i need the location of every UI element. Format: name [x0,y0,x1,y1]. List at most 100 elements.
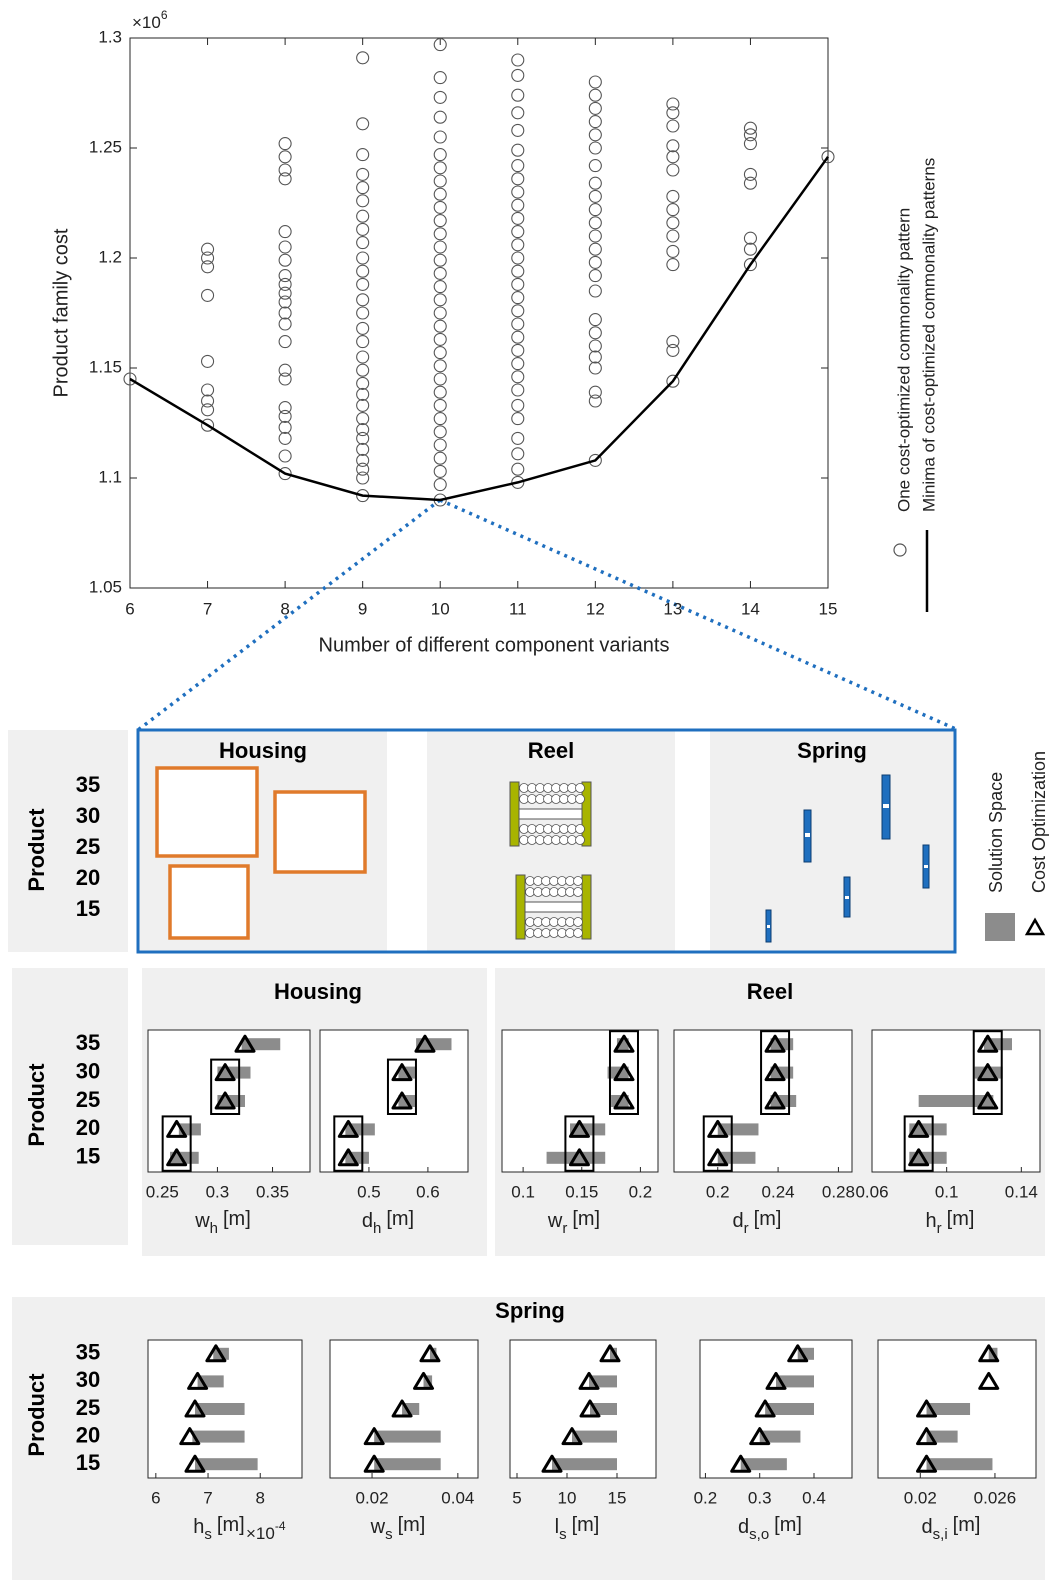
x-tick-label: 15 [819,599,838,618]
zoom-line [439,498,959,732]
scatter-point [511,68,525,82]
x-tick-label: 0.25 [146,1182,179,1201]
solution-space-bar [909,1151,947,1164]
solution-space-bar [570,1123,606,1136]
spring-mark [883,804,889,808]
cost-optimum-marker [391,1399,413,1418]
scatter-point [278,253,292,267]
scatter-point [511,251,525,265]
scatter-point [666,335,680,349]
x-tick-label: 0.026 [974,1488,1017,1507]
scatter-point [201,403,215,417]
cost-optimum-marker [764,1034,786,1053]
scatter-point [356,363,370,377]
cost-optimum-marker [613,1063,635,1082]
scatter-point [433,478,447,492]
scatter-point [588,326,602,340]
x-label-subscript: s,o [749,1526,769,1543]
spring-mark [924,865,928,868]
x-label-subscript: r [744,1220,749,1237]
y-tick-label: 35 [76,1030,100,1055]
scatter-point [433,38,447,52]
reel-shapes [509,781,592,940]
scatter-point [278,225,292,239]
x-tick-label: 0.2 [629,1182,653,1201]
commonality-box [161,1115,192,1172]
y-tick-label: 25 [76,1087,100,1112]
reel-coil [575,794,585,804]
solution-space-bar [765,1403,814,1415]
scatter-point [588,350,602,364]
scatter-point [278,295,292,309]
cost-optimum-marker [234,1034,256,1053]
scatter-point [433,214,447,228]
x-label-subscript: r [562,1220,567,1237]
cost-optimum-marker [977,1063,999,1082]
cost-optimum-marker [787,1344,809,1363]
scatter-point [278,335,292,349]
scatter-point [588,101,602,115]
x-axis-label: wr [m] [547,1208,600,1237]
x-label-unit: [m] [217,1514,245,1536]
reel-coil [573,917,583,927]
reel-flange [581,781,592,847]
scatter-point [588,453,602,467]
x-label-unit: [m] [398,1514,426,1536]
scatter-point [743,167,757,181]
y-scale-exponent: 6 [161,8,168,22]
scatter-point [278,306,292,320]
cost-optimum-marker [916,1399,938,1418]
housing-shape [168,864,250,940]
commonality-box [608,1030,639,1115]
cost-optimum-marker [613,1091,635,1110]
scatter-point [278,269,292,283]
x-tick-label: 7 [203,1488,212,1507]
scatter-point [433,425,447,439]
scatter-point [278,449,292,463]
x-tick-label: 0.04 [441,1488,474,1507]
scatter-point [433,90,447,104]
scatter-point [356,376,370,390]
scatter-point [511,291,525,305]
solution-space-bar [740,1458,787,1471]
x-label-subscript: s [385,1526,393,1543]
x-axis-label: Number of different component variants [319,634,670,656]
commonality-box [903,1115,934,1172]
legend-marker [1024,917,1046,936]
scatter-point [588,176,602,190]
cost-optimum-marker [541,1454,563,1473]
cost-optimum-marker [187,1371,209,1390]
scatter-point [511,383,525,397]
scatter-point [356,264,370,278]
scatter-point [433,332,447,346]
cost-optimum-marker [561,1427,583,1446]
scatter-point [123,372,137,386]
scatter-point [588,229,602,243]
label-panel [12,968,128,1245]
x-tick-label: 5 [512,1488,521,1507]
cost-optimum-marker [978,1371,1000,1390]
x-label-subscript: s,i [933,1526,948,1543]
x-label-main: w [370,1516,386,1538]
scatter-point [588,242,602,256]
y-tick-label: 30 [76,1367,100,1392]
scatter-point [356,277,370,291]
scatter-point [278,172,292,186]
x-label-main: w [547,1210,563,1232]
scatter-point [356,209,370,223]
scatter-point [511,198,525,212]
scatter-point [356,412,370,426]
scatter-point [511,159,525,173]
scatter-point [356,398,370,412]
group-title: Reel [747,979,793,1004]
legend-label: One cost-optimized commonality pattern [894,208,913,512]
x-tick-label: 0.6 [416,1182,440,1201]
scatter-point [511,123,525,137]
x-tick-label: 11 [509,599,527,618]
cost-optimum-marker [579,1399,601,1418]
scatter-point [743,128,757,142]
scatter-point [356,293,370,307]
scatter-point [588,385,602,399]
cost-optimum-marker [908,1148,930,1167]
scatter-point [433,174,447,188]
